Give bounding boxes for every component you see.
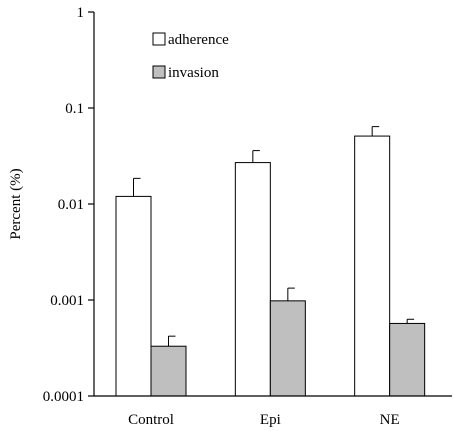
bar-adherence-epi — [234, 162, 271, 397]
bars — [115, 135, 426, 397]
y-axis-ticks: 0.0001 0.001 0.01 0.1 1 — [43, 5, 94, 405]
legend-label-adherence: adherence — [168, 32, 229, 48]
category-label-control: Control — [128, 412, 174, 428]
category-labels: Control Epi NE — [128, 412, 400, 428]
legend-swatch-adherence — [152, 32, 166, 46]
bar-invasion-epi — [269, 300, 306, 397]
y-tick-label: 0.001 — [50, 293, 84, 309]
y-axis-title: Percent (%) — [8, 168, 24, 239]
category-label-ne: NE — [380, 412, 400, 428]
bar-adherence-control — [115, 195, 152, 397]
error-bars — [133, 126, 415, 347]
legend: adherence invasion — [152, 32, 229, 81]
bar-adherence-ne — [354, 135, 391, 397]
bar-invasion-control — [150, 345, 187, 397]
category-label-epi: Epi — [260, 412, 281, 428]
y-tick-label: 1 — [77, 5, 85, 21]
y-tick-label: 0.0001 — [43, 389, 84, 405]
bar-invasion-ne — [389, 322, 426, 397]
legend-swatch-invasion — [152, 65, 166, 79]
y-tick-label: 0.01 — [58, 197, 84, 213]
legend-label-invasion: invasion — [168, 65, 219, 81]
y-tick-label: 0.1 — [65, 101, 84, 117]
